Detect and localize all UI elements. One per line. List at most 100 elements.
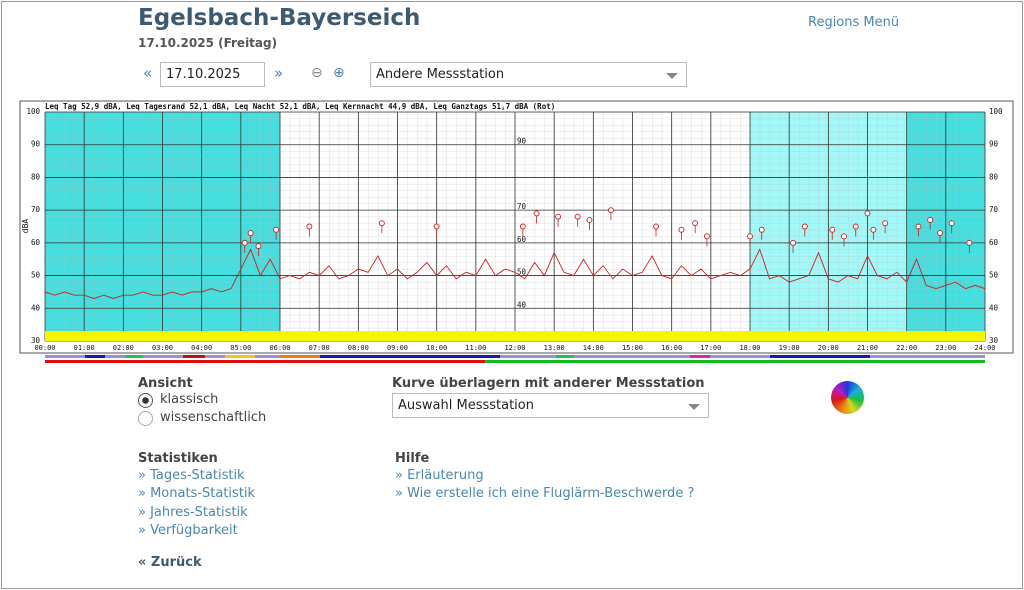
radio-button[interactable] (138, 393, 153, 408)
y-tick-label-right: 80 (989, 172, 999, 181)
x-tick-label: 17:00 (700, 344, 721, 352)
peak-marker (870, 226, 877, 233)
inner-y-tick-label: 40 (517, 300, 527, 309)
overlay-heading: Kurve überlagern mit anderer Messstation (392, 376, 705, 391)
x-tick-label: 05:00 (230, 344, 251, 352)
compass-icon (831, 381, 864, 414)
stripe (183, 355, 205, 358)
overlay-select[interactable]: Auswahl Messstation (392, 393, 709, 418)
peak-marker (948, 220, 955, 227)
x-tick-label: 12:00 (504, 344, 525, 352)
peak-marker (852, 223, 859, 230)
peak-marker (882, 220, 889, 227)
peak-marker (790, 239, 797, 246)
statistics-link[interactable]: » Tages-Statistik (138, 468, 245, 483)
x-tick-label: 20:00 (818, 344, 839, 352)
peak-marker (937, 230, 943, 236)
inner-y-tick-label: 90 (517, 137, 527, 146)
stripe (556, 355, 574, 358)
stripe (320, 355, 500, 358)
peak-marker (378, 220, 385, 227)
y-tick-label-right: 100 (989, 107, 1003, 116)
stripe (690, 355, 710, 358)
y-tick-label: 100 (26, 107, 40, 116)
radio-button[interactable] (138, 411, 153, 426)
x-tick-label: 24:00 (974, 344, 995, 352)
peak-marker (758, 226, 765, 233)
statistics-link[interactable]: » Monats-Statistik (138, 486, 256, 502)
y-tick-label: 60 (31, 238, 41, 247)
help-link[interactable]: » Erläuterung (395, 468, 484, 483)
y-tick-label: 30 (31, 336, 41, 345)
y-tick-label-right: 90 (989, 140, 999, 149)
y-tick-label-right: 70 (989, 205, 999, 214)
x-tick-label: 01:00 (74, 344, 95, 352)
y-tick-label: 80 (31, 172, 41, 181)
x-tick-label: 00:00 (34, 344, 55, 352)
view-heading: Ansicht (138, 376, 193, 391)
y-tick-label-right: 50 (989, 271, 999, 280)
next-day[interactable]: » (274, 64, 284, 82)
x-tick-label: 19:00 (779, 344, 800, 352)
y-tick-label: 40 (31, 303, 41, 312)
y-tick-label-right: 40 (989, 303, 999, 312)
x-tick-label: 06:00 (269, 344, 290, 352)
peak-marker (555, 213, 562, 220)
statistics-link[interactable]: » Verfügbarkeit (138, 522, 238, 538)
inner-y-tick-label: 50 (517, 268, 527, 277)
x-tick-label: 09:00 (387, 344, 408, 352)
inner-y-tick-label: 60 (517, 235, 527, 244)
y-tick-label-right: 30 (989, 336, 999, 345)
peak-marker (255, 243, 262, 250)
peak-marker (574, 213, 581, 220)
stripe (85, 355, 105, 358)
zoom-out[interactable]: ⊖ (311, 65, 323, 81)
x-tick-label: 13:00 (544, 344, 565, 352)
back-link[interactable]: « Zurück (138, 555, 202, 570)
x-tick-label: 02:00 (113, 344, 134, 352)
x-tick-label: 03:00 (152, 344, 173, 352)
date-subtitle: 17.10.2025 (Freitag) (138, 36, 278, 50)
x-tick-label: 16:00 (661, 344, 682, 352)
zoom-in[interactable]: ⊕ (333, 65, 345, 81)
peak-marker (829, 226, 836, 233)
peak-marker (678, 226, 685, 233)
radio-label: klassisch (160, 392, 219, 407)
prev-day[interactable]: « (143, 64, 153, 82)
regions-menu-link[interactable]: Regions Menü (808, 15, 900, 30)
station-select[interactable]: Andere Messstation (370, 62, 687, 87)
peak-marker (586, 217, 593, 223)
x-tick-label: 15:00 (622, 344, 643, 352)
x-tick-label: 08:00 (348, 344, 369, 352)
date-input[interactable]: 17.10.2025 (160, 62, 265, 87)
peak-marker (841, 233, 847, 240)
x-tick-label: 04:00 (191, 344, 212, 352)
peak-marker (915, 223, 922, 230)
x-tick-label: 07:00 (309, 344, 330, 352)
peak-marker (519, 223, 526, 230)
peak-marker (241, 239, 248, 246)
x-tick-label: 11:00 (465, 344, 486, 352)
help-link[interactable]: » Wie erstelle ich eine Fluglärm-Beschwe… (395, 486, 695, 502)
help-heading: Hilfe (395, 451, 430, 466)
peak-marker (653, 223, 659, 230)
stripe (45, 360, 485, 363)
x-tick-label: 10:00 (426, 344, 447, 352)
statistics-heading: Statistiken (138, 451, 218, 466)
stripe (45, 355, 985, 358)
station-select-text: Andere Messstation (376, 67, 505, 82)
stripe (225, 355, 255, 358)
y-tick-label-right: 60 (989, 238, 999, 247)
peak-marker (247, 230, 254, 236)
peak-marker (864, 210, 871, 217)
y-tick-label: 50 (31, 271, 41, 280)
peak-marker (433, 223, 440, 230)
y-tick-label: 90 (31, 140, 41, 149)
peak-marker (692, 220, 699, 227)
x-tick-label: 23:00 (935, 344, 956, 352)
statistics-link[interactable]: » Jahres-Statistik (138, 504, 248, 520)
radio-label: wissenschaftlich (160, 410, 267, 425)
chart: 30 30 40 40 50 50 60 60 70 70 80 80 90 90 100 100 00:00 0… (19, 100, 1014, 363)
